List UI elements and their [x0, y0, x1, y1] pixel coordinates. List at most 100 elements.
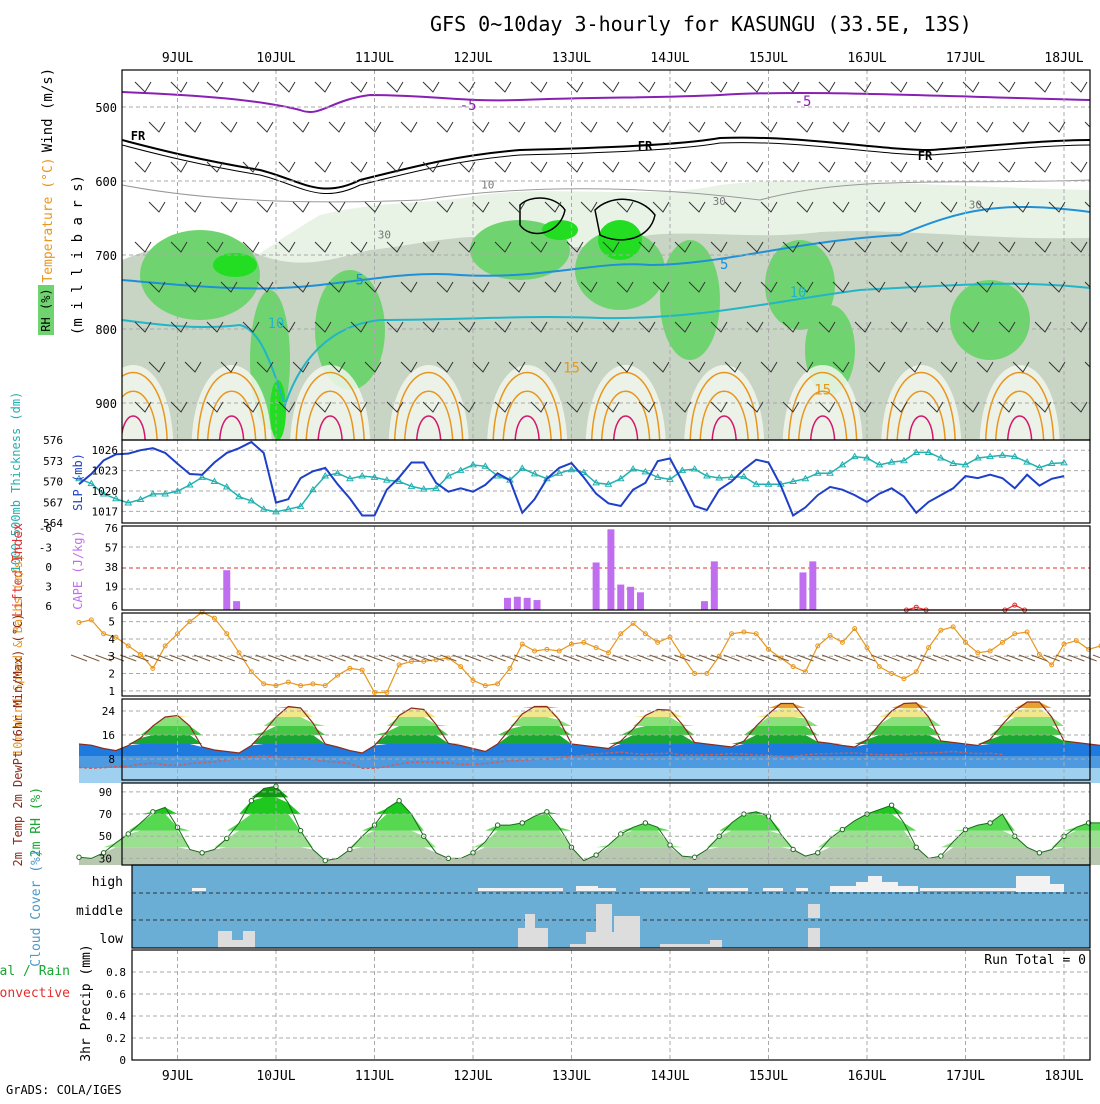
wind-barb-10m	[267, 654, 285, 662]
temp-band-fill	[79, 726, 1100, 735]
wind-barb	[710, 241, 728, 253]
wind-barb	[976, 201, 994, 213]
wind-barb-10m	[193, 654, 211, 662]
wind-barb-10m	[489, 654, 506, 662]
wind-barb	[256, 121, 274, 133]
wind-barb	[674, 81, 692, 93]
wind-barb	[148, 361, 166, 373]
wind-barb	[832, 121, 850, 133]
wind-barb	[760, 121, 778, 133]
thickness-point	[444, 471, 453, 479]
rh-band-fill	[79, 797, 1100, 815]
thickness-point	[309, 485, 317, 493]
wind-barb	[328, 281, 346, 293]
wind-barb	[962, 241, 980, 253]
2m-rh-point	[347, 846, 353, 853]
slp-tick-label: 1023	[92, 465, 119, 478]
date-label-top: 14JUL	[650, 51, 689, 66]
2m-rh-point	[544, 809, 550, 815]
2m-rh-point	[396, 798, 402, 804]
wind-barb	[760, 361, 778, 373]
cloud-fill-high	[882, 882, 898, 892]
wind-barb	[364, 121, 382, 133]
wind-barb	[314, 321, 332, 333]
wind-tick-label: 3	[108, 650, 115, 663]
wind-barb	[566, 81, 584, 93]
wind-barb-10m	[181, 654, 198, 662]
cape-bar	[627, 586, 635, 610]
isotherm-15	[393, 371, 464, 440]
cloud-fill-high	[640, 888, 690, 891]
wind-barb	[292, 201, 310, 213]
thickness-point	[863, 454, 871, 461]
thickness-point	[382, 476, 391, 483]
wind-barb	[796, 361, 814, 373]
wind-barb-10m	[908, 654, 925, 662]
cloud-fill-high	[763, 888, 783, 891]
wind-speed-point	[581, 639, 587, 645]
isotherm-minus5	[122, 91, 1090, 113]
freezing-level	[122, 136, 1090, 190]
wind-barb	[890, 161, 908, 173]
isotherm-20	[896, 390, 946, 440]
wind-barb	[904, 281, 922, 293]
wind-barb-10m	[1031, 654, 1048, 662]
isotherm-20	[797, 390, 848, 440]
wind-barb	[868, 121, 886, 133]
wind-barb	[904, 361, 922, 373]
wind-barb	[890, 401, 908, 413]
wind-barb	[998, 81, 1016, 93]
li-tick-label: -6	[39, 522, 52, 535]
wind-speed-point	[692, 671, 698, 677]
thickness-point	[456, 466, 465, 473]
precip-tick-label: 0.2	[106, 1032, 126, 1045]
wind-barb	[544, 121, 562, 133]
wind-barb-10m	[797, 654, 814, 662]
date-label-top: 10JUL	[256, 51, 295, 66]
wind-barb	[1034, 81, 1052, 93]
thickness-point	[481, 462, 490, 469]
wind-barb-10m	[858, 654, 876, 662]
wind-barb	[184, 121, 202, 133]
wind-barb	[1070, 161, 1088, 173]
wind-barb	[1048, 201, 1066, 213]
wind-barb	[566, 161, 584, 173]
thickness-tick-label: 564	[43, 517, 63, 530]
date-label-top: 9JUL	[162, 51, 193, 66]
wind-speed-point	[532, 648, 538, 654]
wind-speed-point	[704, 671, 710, 677]
wind-barb-10m	[132, 654, 149, 662]
isotherm-20	[403, 390, 454, 440]
thickness-point	[407, 482, 416, 489]
wind-barb	[400, 201, 418, 213]
thickness-point	[333, 469, 342, 476]
wind-speed-point	[150, 665, 156, 671]
wind-speed-point	[729, 631, 735, 637]
2m-rh-point	[494, 822, 501, 828]
wind-barb	[436, 121, 454, 133]
2m-rh-point	[913, 844, 919, 850]
wind-barb-10m	[932, 654, 950, 662]
wind-barb	[580, 121, 598, 133]
wind-barb	[566, 321, 584, 333]
slp-tick-label: 1017	[92, 505, 119, 518]
wind-barb	[1070, 401, 1088, 413]
wind-barb	[134, 161, 152, 173]
isotherm-20	[994, 390, 1045, 440]
rh-tick-label: 30	[99, 852, 112, 865]
isotherm-25	[1006, 415, 1033, 440]
wind-barb	[782, 161, 800, 173]
cloud-fill-high	[898, 886, 918, 892]
wind-speed-point	[655, 639, 661, 645]
wind-barb	[1070, 81, 1088, 93]
wind-barb	[278, 81, 296, 93]
wind-barb-10m	[895, 654, 913, 662]
wind-barb	[580, 201, 598, 213]
thickness-point	[185, 480, 194, 488]
wind-barb	[220, 361, 238, 373]
wind-barb-10m	[157, 654, 174, 662]
wind-barb	[926, 81, 944, 93]
2m-rh-point	[224, 835, 230, 842]
thickness-point	[936, 454, 945, 461]
